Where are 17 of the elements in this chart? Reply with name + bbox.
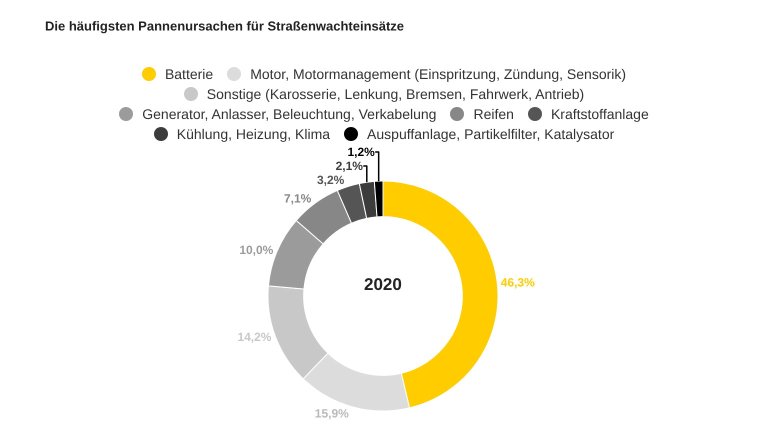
legend-label: Reifen xyxy=(473,105,514,124)
legend-label: Kraftstoffanlage xyxy=(550,105,649,124)
data-label: 15,9% xyxy=(314,406,350,420)
data-label: 3,2% xyxy=(316,173,345,188)
legend-label: Motor, Motormanagement (Einspritzung, Zündung, Sensorik) xyxy=(250,65,626,84)
text: 2020 xyxy=(364,275,402,294)
legend-label: Generator, Anlasser, Beleuchtung, Verkabelung xyxy=(142,105,436,124)
data-label: 7,1% xyxy=(284,192,312,206)
chart-title: Die häufigsten Pannenursachen für Straßenwachteinsätze xyxy=(45,18,404,34)
data-label: 46,3% xyxy=(500,276,536,290)
legend-label: Sonstige (Karosserie, Lenkung, Bremsen, Fahrwerk, Antrieb) xyxy=(206,85,584,104)
data-label: 10,0% xyxy=(239,242,274,257)
data-label: 1,2% xyxy=(347,145,376,160)
legend-label: Kühlung, Heizung, Klima xyxy=(176,125,330,144)
legend-label: Batterie xyxy=(164,65,214,84)
legend-label: Auspuffanlage, Partikelfilter, Katalysator xyxy=(367,125,614,144)
data-label: 2,1% xyxy=(336,159,364,174)
